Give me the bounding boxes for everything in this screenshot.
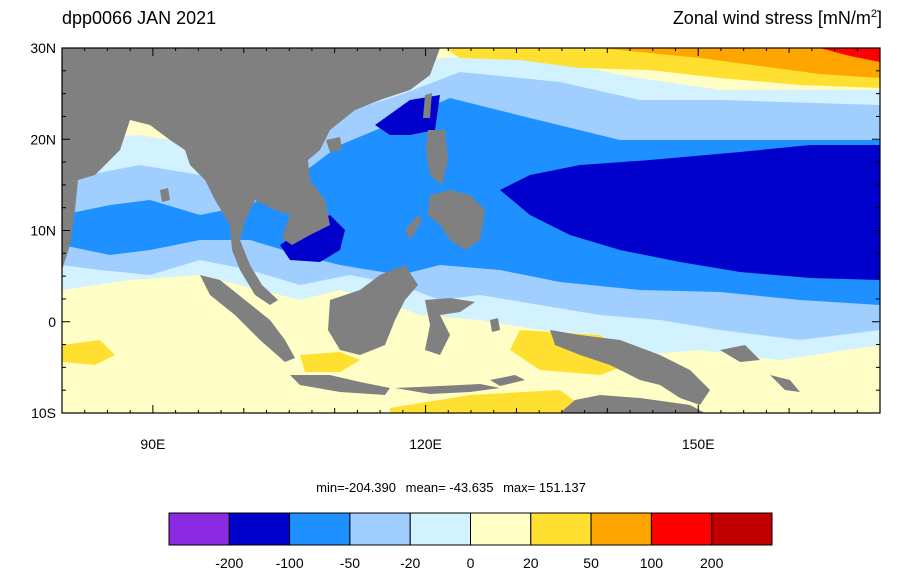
axis-labels: 30N 20N 10N 0 10S 90E 120E 150E: [30, 40, 714, 452]
map-plot-area: [62, 48, 880, 413]
colorbar-label: -20: [400, 555, 420, 571]
land-australia: [560, 395, 705, 413]
land-solomon: [770, 375, 800, 392]
axis-ticks: [61, 47, 881, 414]
land-sumatra: [200, 275, 295, 362]
land-hainan: [326, 137, 342, 152]
variable-title: Zonal wind stress [mN/m2]: [672, 8, 882, 28]
field-band-50-100-top: [600, 48, 880, 78]
lat-label: 30N: [30, 40, 56, 56]
stat-max: max= 151.137: [503, 480, 586, 495]
colorbar-label: -100: [276, 555, 304, 571]
colorbar-swatch: [711, 512, 773, 546]
land-sulawesi: [425, 298, 475, 355]
colorbar-label: 20: [523, 555, 539, 571]
lon-label: 90E: [140, 436, 165, 452]
land-moluccas: [490, 318, 500, 332]
lat-label: 10S: [31, 405, 56, 421]
colorbar-label: -200: [215, 555, 243, 571]
land-philippines-south: [428, 190, 485, 250]
land-asia: [62, 48, 440, 305]
land-java: [290, 375, 390, 395]
land-palawan: [405, 215, 422, 240]
colorbar-swatch: [349, 512, 411, 546]
land-bismarck: [720, 345, 760, 362]
colorbar-swatch: [530, 512, 592, 546]
colorbar-label: -50: [340, 555, 360, 571]
colorbar-swatch: [289, 512, 351, 546]
land-taiwan: [423, 93, 432, 118]
stat-min: min=-204.390: [316, 480, 397, 495]
land-lesser-sunda: [395, 384, 500, 394]
colorbar-label: 100: [640, 555, 664, 571]
lon-label: 150E: [682, 436, 715, 452]
colorbar-label: 50: [583, 555, 599, 571]
colorbar-label: 200: [700, 555, 724, 571]
lat-label: 20N: [30, 131, 56, 147]
land-new-guinea: [550, 330, 710, 405]
field-band-100-200-top: [820, 48, 880, 62]
land-masses: [62, 48, 800, 413]
field-band-20-50-west: [62, 340, 115, 365]
colorbar-swatch: [650, 512, 713, 546]
field-band-below-100-north: [375, 95, 440, 135]
colorbar-label: 0: [467, 555, 475, 571]
land-timor: [490, 375, 525, 386]
colorbar-swatch: [228, 512, 291, 546]
field-band-20-50-java: [300, 352, 360, 372]
lat-label: 10N: [30, 223, 56, 239]
plot-title: dpp0066 JAN 2021: [62, 8, 217, 28]
land-luzon: [426, 130, 448, 185]
field-band-below-100-east: [500, 145, 880, 280]
stat-mean: mean= -43.635: [405, 480, 494, 495]
field-band-20-50-south: [390, 390, 580, 413]
colorbar-swatch: [409, 512, 472, 546]
land-sri-lanka: [160, 188, 170, 202]
field-statistics: min=-204.390 mean= -43.635 max= 151.137: [0, 480, 902, 495]
colorbar-swatch: [168, 512, 230, 546]
lat-label: 0: [48, 314, 56, 330]
land-borneo: [328, 265, 418, 355]
land-india: [62, 180, 78, 270]
lon-label: 120E: [409, 436, 442, 452]
colorbar-swatch: [590, 512, 652, 546]
colorbar: -200 -100 -50 -20 0 20 50 100 200: [168, 512, 773, 571]
colorbar-swatch: [470, 512, 532, 546]
field-band-below-100-scs: [280, 215, 345, 262]
